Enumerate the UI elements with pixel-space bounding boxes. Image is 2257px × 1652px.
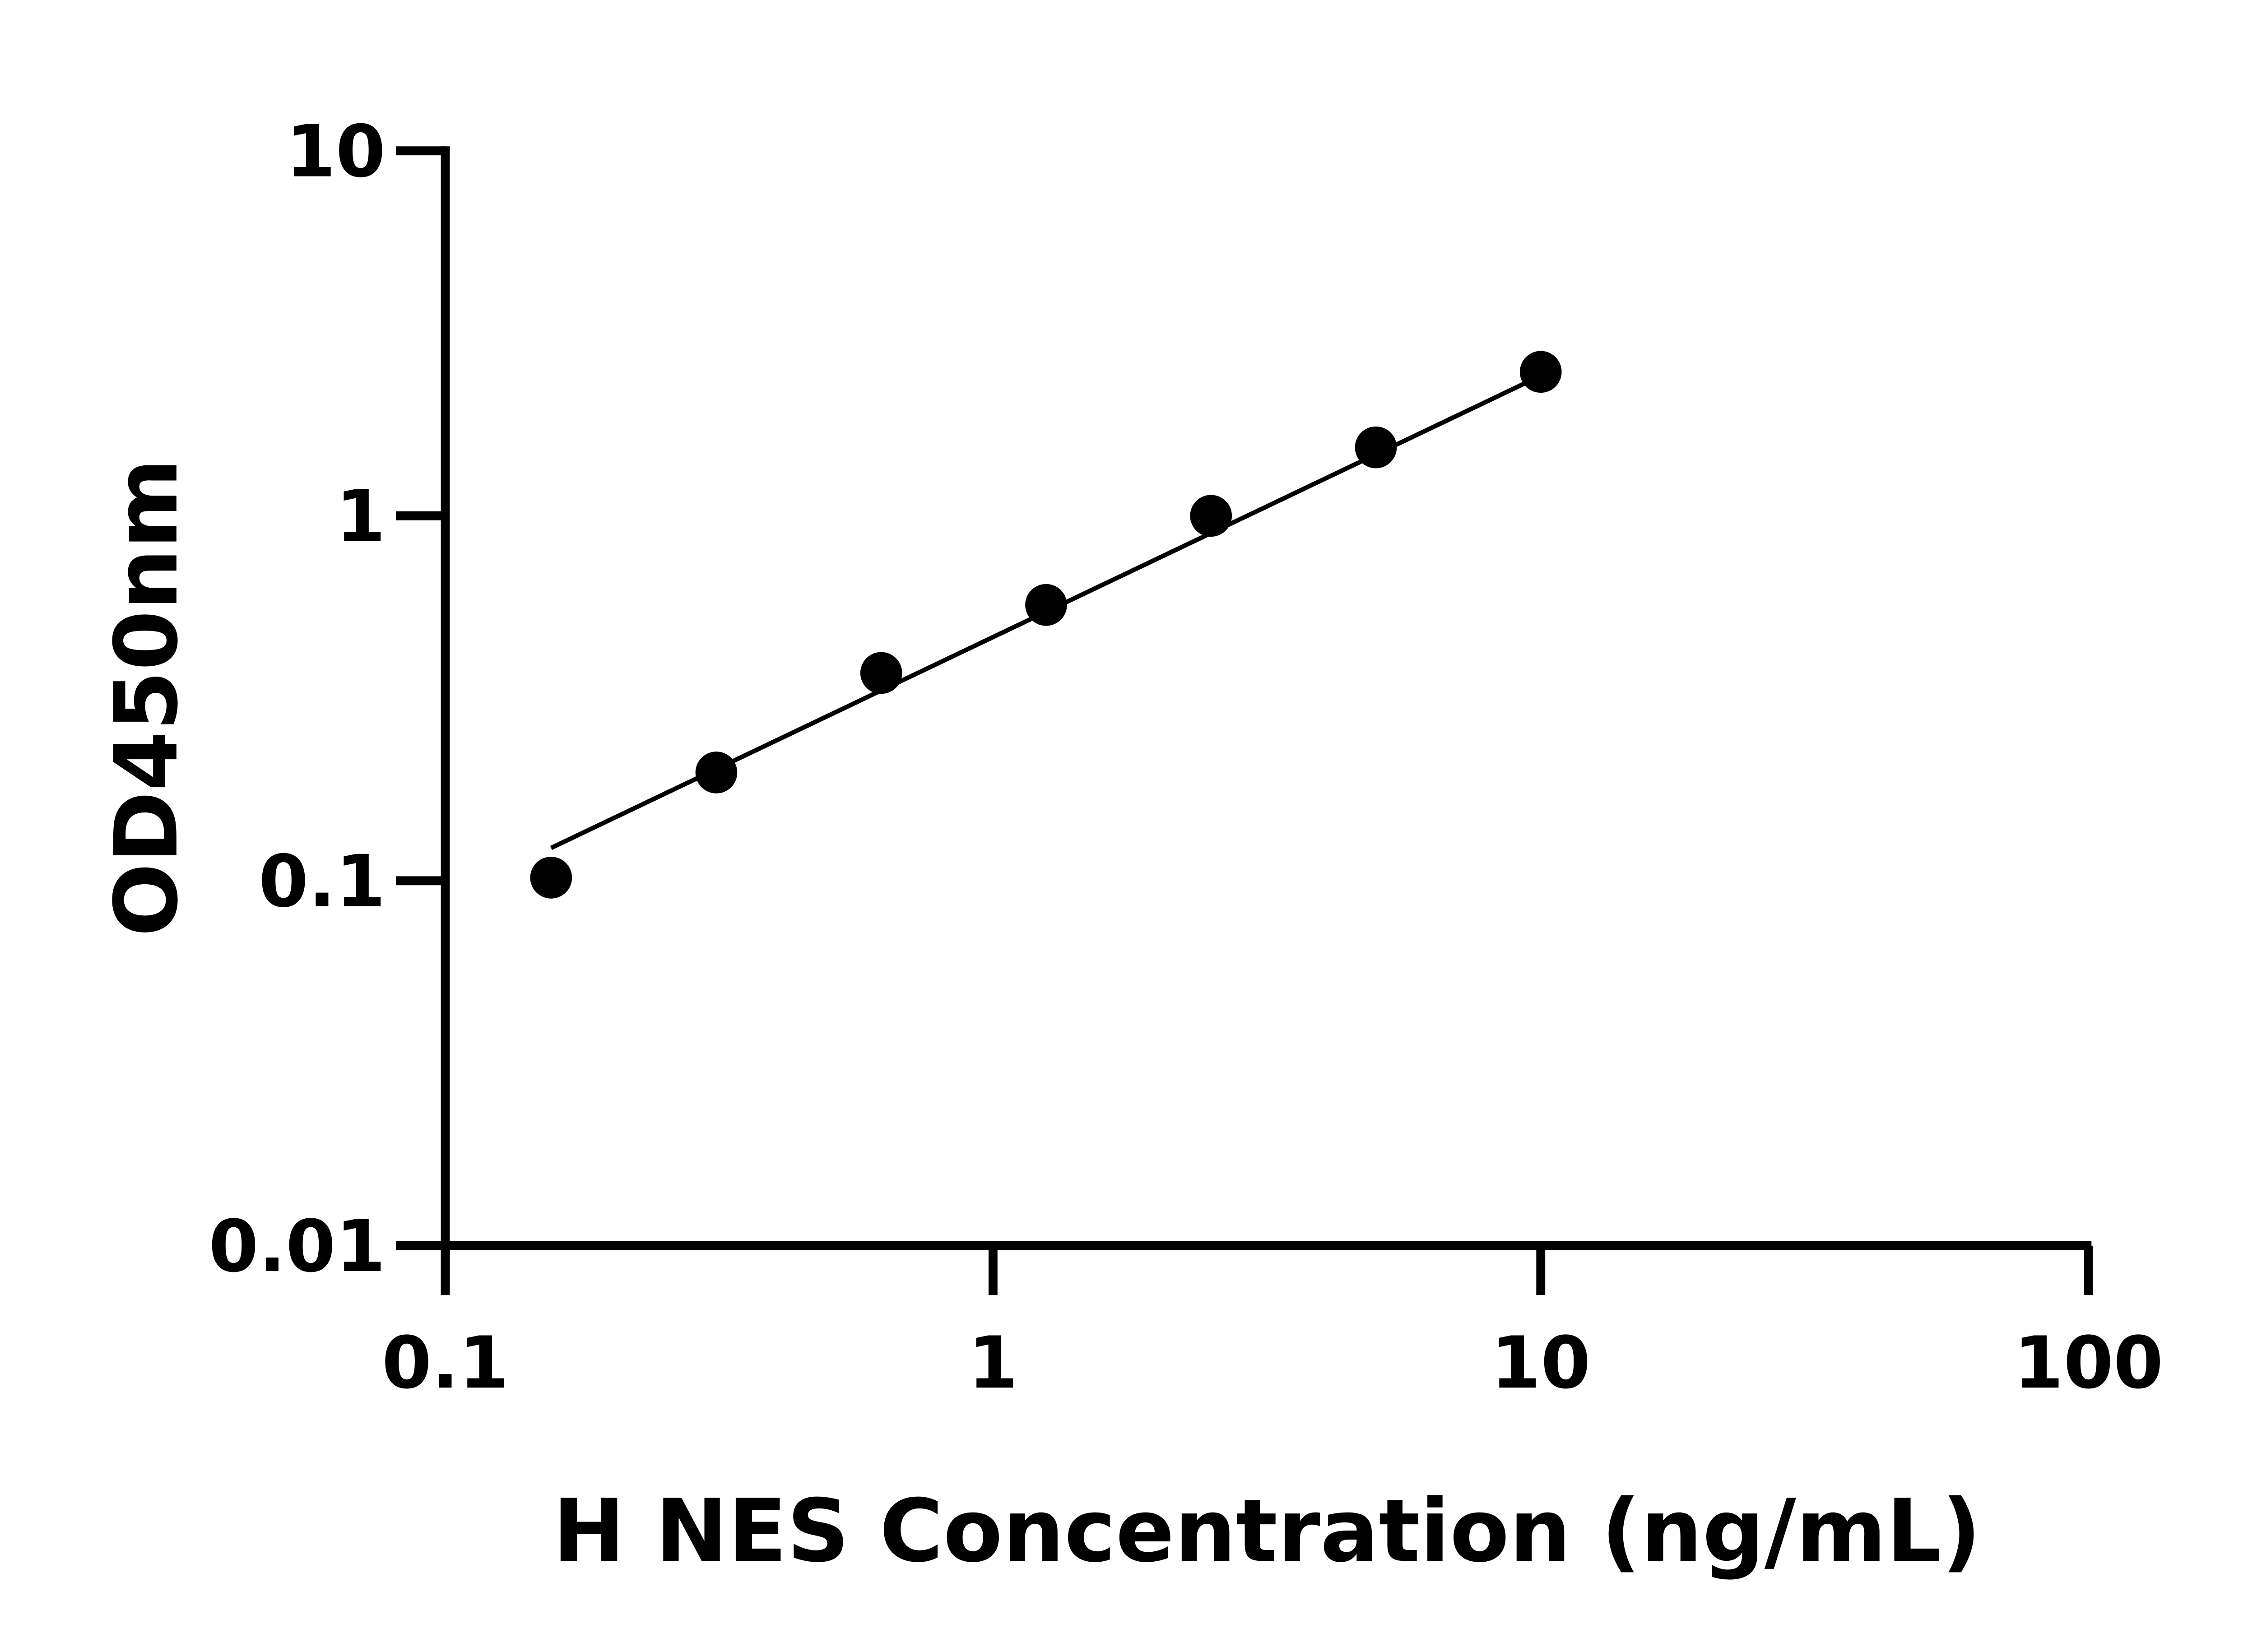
y-tick-label: 0.1 bbox=[259, 840, 385, 923]
y-tick-label: 10 bbox=[286, 110, 385, 193]
data-point bbox=[695, 752, 738, 794]
y-axis-label: OD450nm bbox=[97, 459, 197, 937]
data-point bbox=[1519, 351, 1562, 393]
data-point bbox=[1190, 495, 1232, 537]
x-tick-label: 1 bbox=[968, 1322, 1018, 1405]
y-tick-label: 0.01 bbox=[209, 1205, 385, 1288]
axes: 0.1 1 10 100 0.01 0.1 1 10 bbox=[209, 110, 2163, 1405]
data-point bbox=[1355, 426, 1397, 469]
x-axis-label: H NES Concentration (ng/mL) bbox=[553, 1481, 1981, 1582]
data-points bbox=[530, 351, 1562, 899]
x-tick-label: 10 bbox=[1491, 1322, 1591, 1405]
y-tick-label: 1 bbox=[336, 475, 386, 558]
data-point bbox=[1025, 584, 1067, 626]
data-point bbox=[860, 652, 902, 694]
x-tick-label: 100 bbox=[2014, 1322, 2164, 1405]
data-point bbox=[530, 857, 572, 899]
x-tick-label: 0.1 bbox=[382, 1322, 509, 1405]
